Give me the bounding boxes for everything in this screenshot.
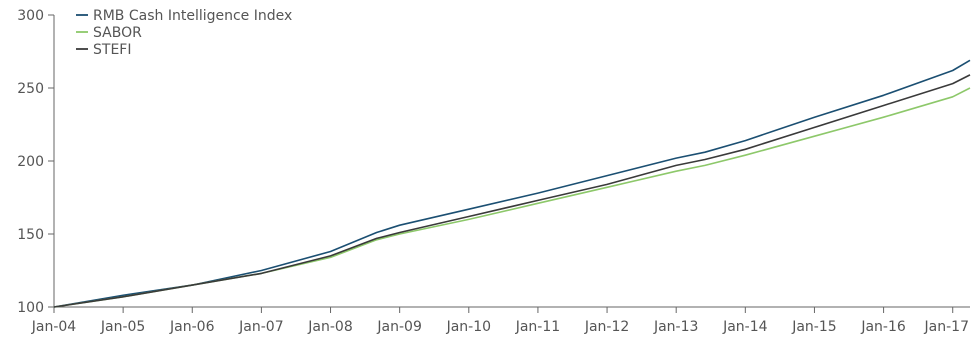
x-tick-label: Jan-13 xyxy=(653,319,698,335)
series-layer xyxy=(53,59,971,308)
y-tick-label: 150 xyxy=(17,227,44,243)
series-line-1 xyxy=(53,59,971,308)
x-tick-label: Jan-11 xyxy=(515,319,560,335)
x-tick-label: Jan-07 xyxy=(238,319,283,335)
series-line-3 xyxy=(53,74,971,308)
x-tick-label: Jan-08 xyxy=(307,319,352,335)
x-tick-label: Jan-04 xyxy=(31,319,77,335)
x-tick-label: Jan-05 xyxy=(100,319,145,335)
legend-label: RMB Cash Intelligence Index xyxy=(93,8,292,24)
x-tick-label: Jan-17 xyxy=(924,319,969,335)
legend-label: STEFI xyxy=(93,42,131,58)
x-tick-label: Jan-15 xyxy=(791,319,836,335)
y-tick-label: 200 xyxy=(17,154,44,170)
x-tick-label: Jan-14 xyxy=(722,319,768,335)
x-tick-label: Jan-16 xyxy=(860,319,906,335)
axes: 100 150 200 250 300 Jan-04 Jan-05 Jan-06 Jan-07 J… xyxy=(17,8,970,335)
legend-label: SABOR xyxy=(93,25,142,41)
x-tick-label: Jan-10 xyxy=(446,319,491,335)
y-tick-label: 300 xyxy=(17,8,44,24)
x-tick-label: Jan-09 xyxy=(376,319,421,335)
x-tick-label: Jan-06 xyxy=(169,319,215,335)
x-tick-label: Jan-12 xyxy=(584,319,629,335)
y-tick-label: 250 xyxy=(17,81,44,97)
y-tick-label: 100 xyxy=(17,300,44,316)
